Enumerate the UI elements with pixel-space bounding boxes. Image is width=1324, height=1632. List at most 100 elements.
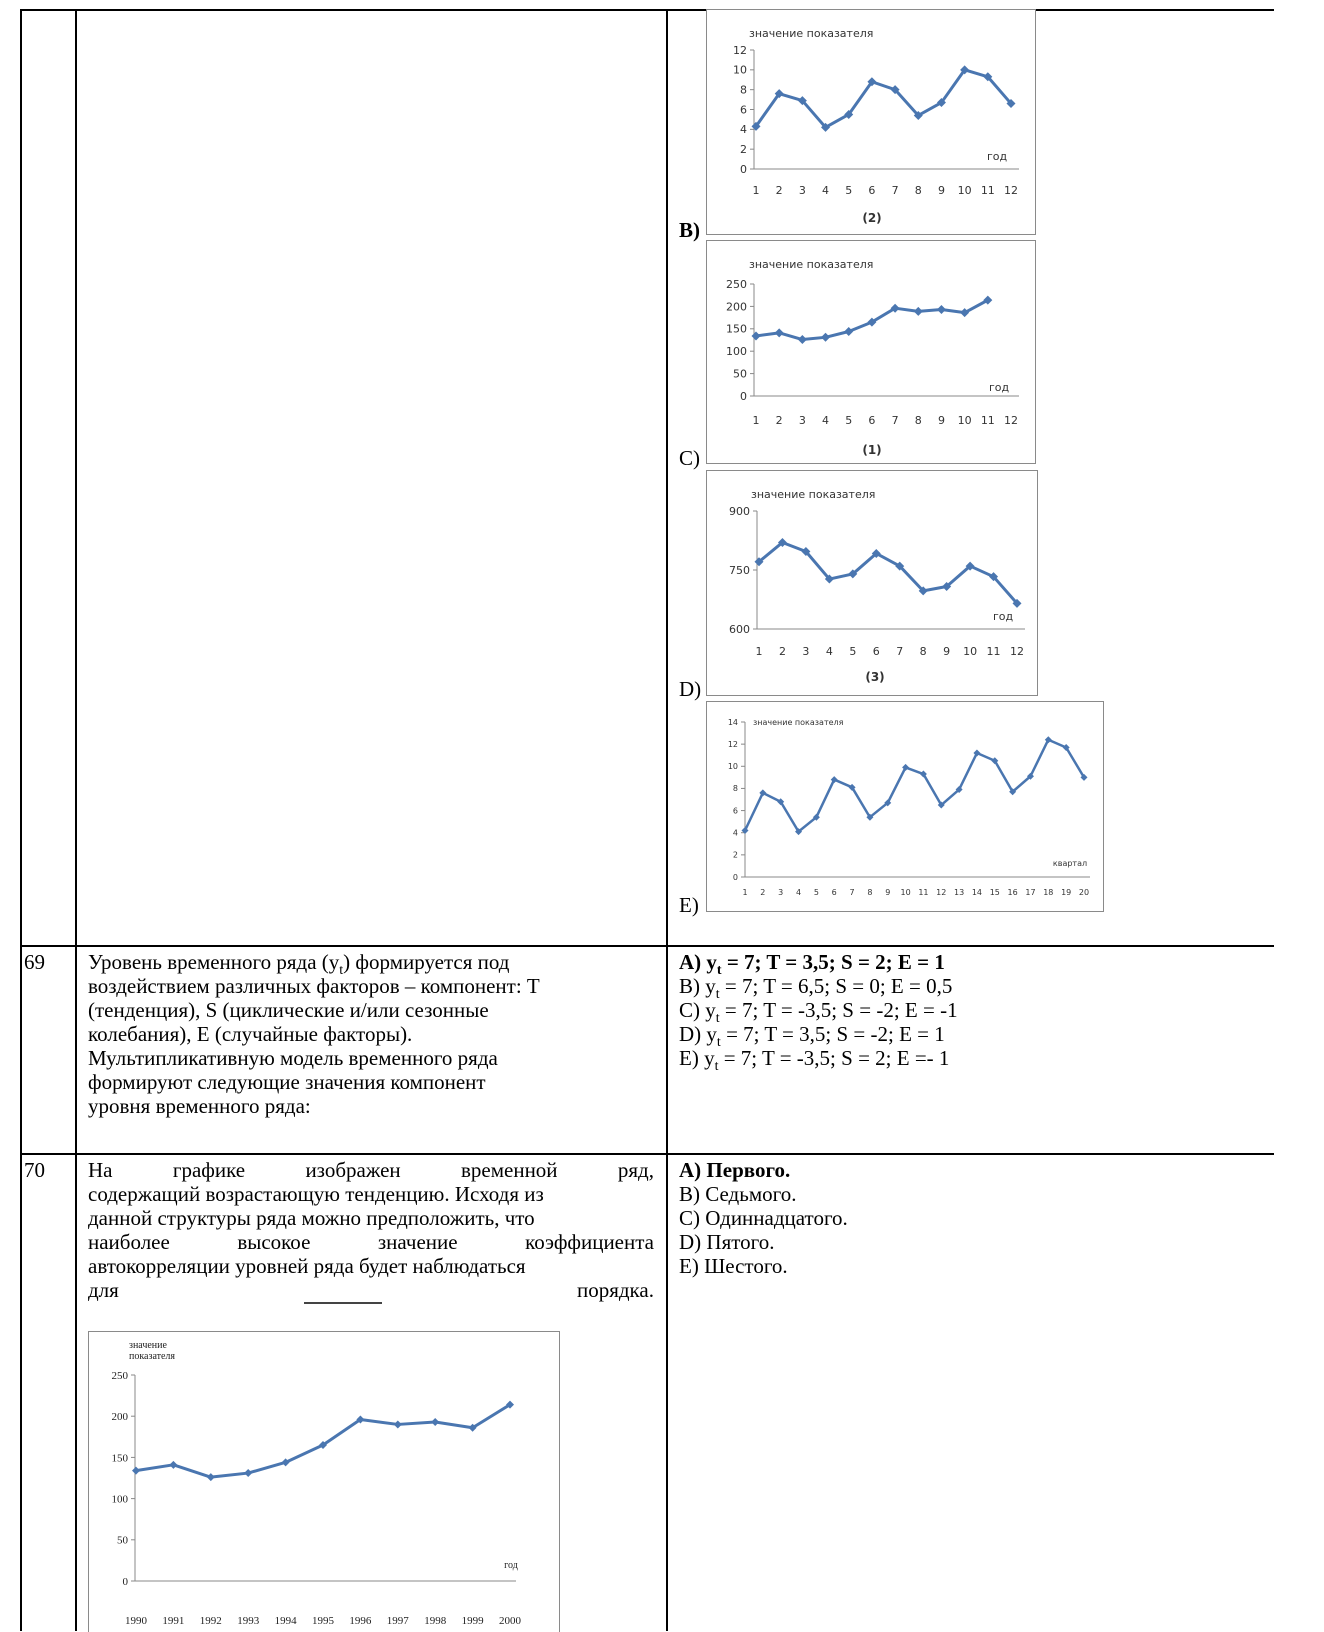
x-tick-label: 2000 [499,1615,522,1627]
data-point [983,72,993,82]
data-point [913,306,923,316]
x-tick-label: 6 [832,888,837,897]
data-point [960,308,970,318]
x-tick-label: 14 [972,888,982,897]
x-tick-label: 7 [892,414,899,427]
data-point [890,303,900,313]
data-point [356,1415,365,1424]
series-line [754,68,1013,129]
data-point [393,1420,402,1429]
data-point [965,561,975,571]
y-tick-label: 0 [740,390,747,403]
answer-option: D) Пятого. [679,1230,775,1254]
x-tick-label: 7 [896,645,903,658]
answer-column-divider [666,9,668,1631]
x-axis-label: год [993,610,1014,623]
x-tick-label: 9 [938,414,945,427]
x-tick-label: 1 [742,888,747,897]
x-tick-label: 13 [954,888,964,897]
data-point [955,786,963,794]
data-point [169,1460,178,1469]
data-point [991,757,999,765]
answer-letter-e: E) [679,893,699,917]
y-tick-label: 200 [112,1411,129,1423]
question-line: воздействием различных факторов – компон… [88,974,540,998]
chart-b: 0 2 4 6 8 10 12 1 2 3 4 5 6 7 8 9 10 11 12 значение показат… [706,9,1036,235]
x-tick-label: 11 [987,645,1001,658]
question-word: для [88,1278,119,1302]
y-axis-label: показателя [129,1351,175,1362]
x-tick-label: 8 [920,645,927,658]
data-point [937,801,945,809]
data-point [812,813,820,821]
x-tick-label: 16 [1008,888,1018,897]
question-word: ряд, [617,1158,654,1182]
y-tick-label: 150 [112,1452,129,1464]
x-axis-label: год [504,1560,518,1571]
x-tick-label: 1997 [387,1615,410,1627]
question-word: наиболее [88,1230,170,1254]
x-axis-label: год [989,381,1010,394]
data-point [867,77,877,87]
question-word: На [88,1158,113,1182]
x-tick-label: 11 [918,888,928,897]
answer-letter-c: C) [679,446,700,470]
data-point [1044,736,1052,744]
question-word: изображен [305,1158,401,1182]
data-point [936,98,946,108]
x-tick-label: 1998 [424,1615,447,1627]
question-line: Уровень временного ряда (yt) формируется… [88,950,510,979]
x-tick-label: 18 [1043,888,1053,897]
x-tick-label: 4 [826,645,833,658]
row-70-number: 70 [24,1158,45,1182]
chart-row-70: 0 50 100 150 200 250 1990 1991 1992 1993 1994 1995 1… [88,1331,560,1632]
y-tick-label: 10 [733,64,747,77]
data-point [431,1417,440,1426]
x-tick-label: 3 [778,888,783,897]
x-tick-label: 10 [958,184,972,197]
data-point [506,1400,514,1409]
data-point [751,331,761,341]
question-line: данной структуры ряда можно предположить… [88,1206,535,1230]
data-point [319,1441,327,1450]
data-point [867,317,877,327]
x-tick-label: 17 [1025,888,1035,897]
question-line: формируют следующие значения компонент [88,1070,486,1094]
x-tick-label: 2 [779,645,786,658]
question-word: графике [172,1158,246,1182]
data-point [797,96,807,106]
x-tick-label: 10 [900,888,910,897]
y-tick-label: 250 [112,1370,129,1382]
y-tick-label: 6 [740,103,747,116]
data-point [918,586,928,596]
data-point [754,557,764,567]
x-tick-label: 9 [885,888,890,897]
x-tick-label: 8 [915,414,922,427]
x-axis-label: квартал [1053,859,1087,868]
y-tick-label: 2 [740,143,747,156]
row-70-question: На графике изображен временной ряд, содержащи… [88,1158,654,1302]
x-tick-label: 4 [796,888,801,897]
y-tick-label: 50 [117,1535,129,1547]
y-tick-label: 2 [733,851,738,860]
data-point [468,1423,477,1432]
question-line: (тенденция), S (циклические и/или сезонн… [88,998,489,1022]
y-tick-label: 4 [733,829,738,838]
data-point [797,335,807,345]
x-tick-label: 12 [936,888,946,897]
x-tick-label: 2 [776,184,783,197]
y-tick-label: 900 [729,505,750,518]
x-tick-label: 6 [873,645,880,658]
data-point [774,328,784,338]
y-tick-label: 150 [726,323,747,336]
data-point [871,548,881,558]
x-tick-label: 3 [802,645,809,658]
data-point [936,305,946,315]
row-69-question: Уровень временного ряда (yt) формируется… [88,950,658,1118]
answer-letter-d: D) [679,677,702,701]
data-point [244,1469,253,1478]
data-point [942,582,952,592]
answer-option: A) yt = 7; T = 3,5; S = 2; E = 1 [679,950,945,979]
